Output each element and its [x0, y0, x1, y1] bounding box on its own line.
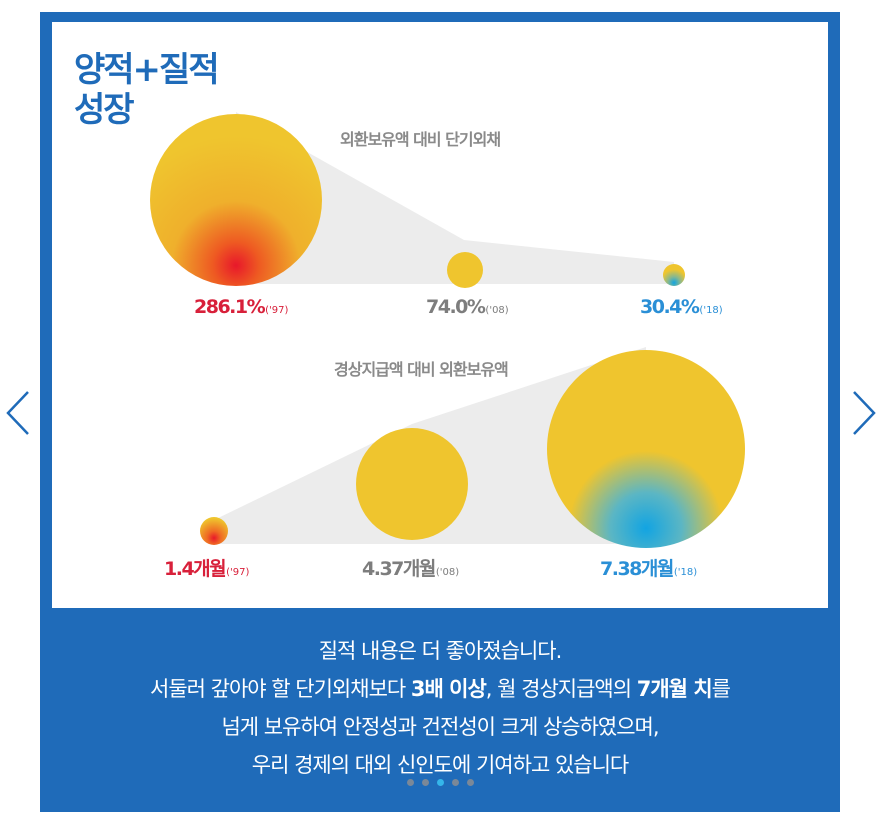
chart1-title: 외환보유액 대비 단기외채	[340, 130, 501, 149]
value-label-1997: 1.4개월('97)	[164, 554, 249, 581]
bubble-1997	[200, 517, 228, 545]
bubble-2008	[447, 252, 483, 288]
year-text: ('97)	[226, 567, 250, 578]
value-text: 30.4%	[640, 296, 700, 318]
infographic-panel: 양적+질적 성장 외환보유액 대비 단기외채 경상지급액 대비 외환보유액 28…	[52, 22, 828, 608]
caption-segment: 를	[711, 677, 731, 701]
trail-shape	[214, 424, 412, 544]
pager-dot[interactable]	[451, 779, 459, 786]
pager-dot[interactable]	[406, 779, 414, 786]
slide-frame: 양적+질적 성장 외환보유액 대비 단기외채 경상지급액 대비 외환보유액 28…	[40, 12, 840, 812]
caption-highlight: 7개월 치	[636, 677, 713, 701]
bubble-2018	[547, 350, 745, 548]
caption-segment: , 월 경상지급액의	[485, 677, 637, 701]
value-label-2018: 30.4%('18)	[640, 296, 723, 318]
pager-dot-active[interactable]	[436, 779, 444, 786]
prev-slide-button[interactable]	[4, 388, 32, 438]
value-label-2018: 7.38개월('18)	[600, 554, 697, 581]
caption-line: 우리 경제의 대외 신인도에 기여하고 있습니다	[251, 753, 629, 777]
pager-dot[interactable]	[421, 779, 429, 786]
pager-dots	[40, 779, 840, 786]
year-text: ('08)	[435, 567, 460, 578]
trail-shape	[464, 240, 674, 284]
value-text: 4.37개월	[362, 558, 436, 580]
bubble-2008	[356, 428, 468, 540]
year-text: ('97)	[265, 305, 289, 316]
bubble-diagram	[150, 112, 745, 548]
caption-highlight: 3배 이상	[410, 677, 487, 701]
caption-line: 넘게 보유하여 안정성과 건전성이 크게 상승하였으며,	[221, 715, 659, 739]
pager-dot[interactable]	[466, 779, 474, 786]
title-line: 성장	[74, 90, 135, 130]
value-text: 74.0%	[426, 296, 486, 318]
value-text: 7.38개월	[600, 558, 674, 580]
value-label-1997: 286.1%('97)	[194, 296, 288, 318]
caption-line: 서둘러 갚아야 할 단기외채보다 3배 이상, 월 경상지급액의 7개월 치를	[40, 670, 840, 708]
value-text: 1.4개월	[164, 558, 227, 580]
chart2-title: 경상지급액 대비 외환보유액	[334, 360, 509, 379]
year-text: ('18)	[699, 305, 723, 316]
bubble-2018	[663, 264, 685, 286]
year-text: ('08)	[485, 305, 509, 316]
caption-text: 질적 내용은 더 좋아졌습니다. 서둘러 갚아야 할 단기외채보다 3배 이상,…	[40, 632, 840, 784]
chevron-right-icon	[853, 391, 876, 435]
page-title: 양적+질적 성장	[74, 50, 220, 130]
year-text: ('18)	[673, 567, 698, 578]
bubble-1997	[150, 114, 322, 286]
value-text: 286.1%	[194, 296, 266, 318]
title-line: 양적+질적	[74, 50, 220, 90]
next-slide-button[interactable]	[850, 388, 878, 438]
chevron-left-icon	[6, 391, 29, 435]
value-label-2008: 4.37개월('08)	[362, 554, 459, 581]
value-label-2008: 74.0%('08)	[426, 296, 509, 318]
caption-line: 질적 내용은 더 좋아졌습니다.	[318, 639, 563, 663]
caption-segment: 서둘러 갚아야 할 단기외채보다	[150, 677, 411, 701]
